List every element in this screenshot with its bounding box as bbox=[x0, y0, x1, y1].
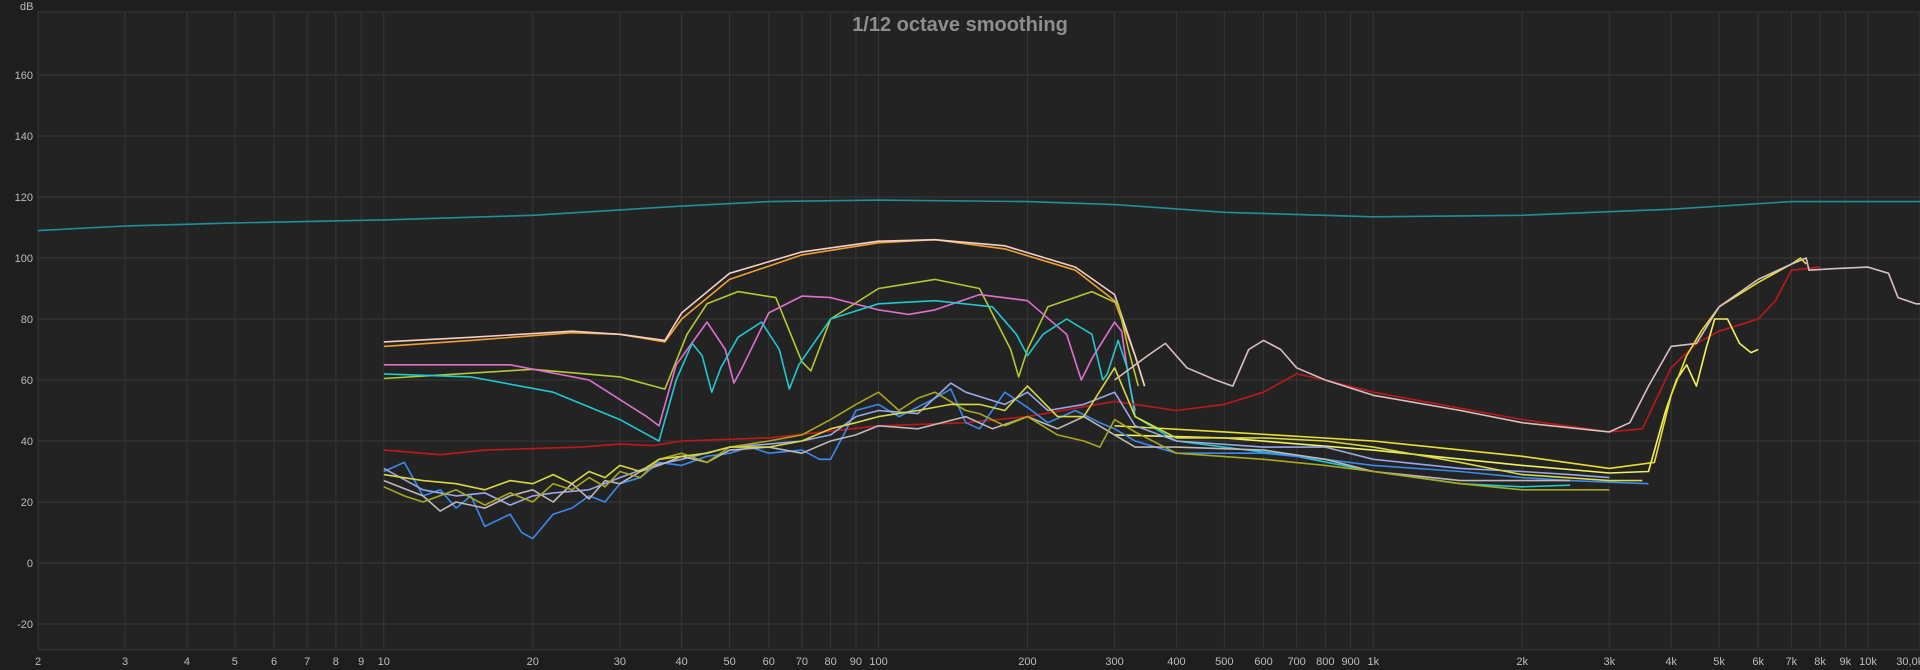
x-tick-label: 10k bbox=[1859, 656, 1877, 668]
y-axis-unit: dB bbox=[20, 1, 33, 13]
x-tick-label: 3k bbox=[1604, 656, 1616, 668]
y-tick-label: 140 bbox=[15, 131, 33, 143]
x-tick-label: 60 bbox=[763, 656, 775, 668]
series-line-1 bbox=[37, 199, 1920, 232]
x-tick-label: 4k bbox=[1665, 656, 1677, 668]
x-tick-label: 70 bbox=[796, 656, 808, 668]
x-tick-label: 8 bbox=[333, 656, 339, 668]
x-tick-label: 7k bbox=[1786, 656, 1798, 668]
y-tick-label: 20 bbox=[21, 497, 33, 509]
x-tick-label: 400 bbox=[1167, 656, 1185, 668]
x-tick-label: 1k bbox=[1367, 656, 1379, 668]
series-line-2 bbox=[383, 238, 1146, 387]
x-tick-label: 80 bbox=[824, 656, 836, 668]
x-tick-label: 2k bbox=[1516, 656, 1528, 668]
x-tick-label: 5k bbox=[1713, 656, 1725, 668]
y-tick-label: 80 bbox=[21, 314, 33, 326]
x-tick-label: 9k bbox=[1840, 656, 1852, 668]
x-tick-label: 10 bbox=[378, 656, 390, 668]
x-tick-label: 8k bbox=[1814, 656, 1826, 668]
series-line-5 bbox=[383, 293, 1136, 427]
x-tick-label: 5 bbox=[232, 656, 238, 668]
y-tick-label: 0 bbox=[27, 558, 33, 570]
x-tick-label: 30 bbox=[614, 656, 626, 668]
x-tick-labels: 2 3 4 5 6 7 8 9 10 20 30 40 50 60 70 80 90 100 200 300 400 50… bbox=[35, 656, 1920, 668]
y-tick-label: 40 bbox=[21, 436, 33, 448]
series-line-12 bbox=[383, 382, 1610, 506]
x-tick-label: 700 bbox=[1287, 656, 1305, 668]
series-line-14 bbox=[383, 391, 1610, 506]
y-gridlines bbox=[38, 74, 1920, 625]
series-line-3 bbox=[383, 238, 1146, 387]
x-tick-label: 3 bbox=[122, 656, 128, 668]
x-tick-label: 20 bbox=[527, 656, 539, 668]
x-tick-label: 300 bbox=[1105, 656, 1123, 668]
x-tick-label: 800 bbox=[1316, 656, 1334, 668]
y-tick-label: 120 bbox=[15, 192, 33, 204]
x-tick-label: 9 bbox=[358, 656, 364, 668]
series-line-10 bbox=[1114, 257, 1920, 433]
y-tick-labels: -20 0 20 40 60 80 100 120 140 160 bbox=[15, 70, 33, 631]
x-tick-label: 40 bbox=[676, 656, 688, 668]
x-tick-label: 2 bbox=[35, 656, 41, 668]
x-gridlines bbox=[37, 12, 1869, 650]
x-tick-label: 900 bbox=[1341, 656, 1359, 668]
series-line-7 bbox=[383, 266, 1821, 456]
x-tick-label: 4 bbox=[184, 656, 190, 668]
chart-title: 1/12 octave smoothing bbox=[852, 14, 1068, 36]
series-line-6 bbox=[383, 299, 1571, 488]
y-tick-label: 60 bbox=[21, 375, 33, 387]
series-line-8 bbox=[1114, 318, 1759, 474]
x-tick-label: 30,0k Hz bbox=[1896, 656, 1920, 668]
y-tick-label: 100 bbox=[15, 253, 33, 265]
y-tick-label: -20 bbox=[17, 619, 33, 631]
x-tick-label: 500 bbox=[1215, 656, 1233, 668]
series-line-13 bbox=[383, 415, 1571, 512]
x-tick-label: 6k bbox=[1752, 656, 1764, 668]
x-tick-label: 100 bbox=[869, 656, 887, 668]
x-tick-label: 6 bbox=[271, 656, 277, 668]
x-tick-label: 90 bbox=[850, 656, 862, 668]
x-tick-label: 50 bbox=[723, 656, 735, 668]
x-tick-label: 600 bbox=[1254, 656, 1272, 668]
series-lines bbox=[37, 199, 1920, 540]
plot-area bbox=[37, 11, 1920, 651]
x-tick-label: 7 bbox=[304, 656, 310, 668]
y-tick-label: 160 bbox=[15, 70, 33, 82]
series-line-15 bbox=[383, 367, 1643, 491]
x-tick-label: 200 bbox=[1018, 656, 1036, 668]
